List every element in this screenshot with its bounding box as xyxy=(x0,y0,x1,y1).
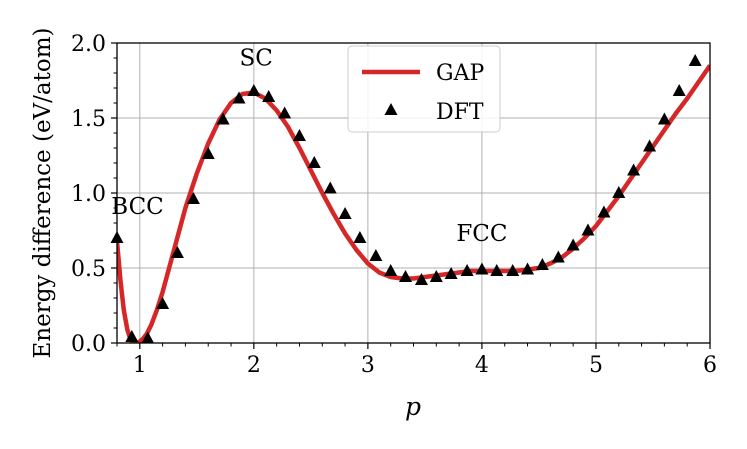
y-tick-label: 0.0 xyxy=(71,332,106,357)
dft-point xyxy=(141,331,155,344)
dft-point xyxy=(460,264,474,276)
dft-point xyxy=(292,129,306,141)
x-tick-label: 4 xyxy=(475,353,489,378)
x-tick-label: 1 xyxy=(133,353,147,378)
dft-point xyxy=(444,267,458,279)
legend-dft-swatch xyxy=(384,103,398,115)
gap-series xyxy=(117,64,710,343)
dft-point xyxy=(672,84,686,96)
annotation-label: BCC xyxy=(111,194,164,220)
x-tick-label: 6 xyxy=(703,353,717,378)
legend-gap-label: GAP xyxy=(436,61,484,86)
y-tick-label: 1.5 xyxy=(71,107,106,132)
dft-point xyxy=(535,258,549,270)
dft-point xyxy=(551,250,565,263)
y-tick-label: 0.5 xyxy=(71,257,106,282)
dft-point xyxy=(262,90,276,102)
dft-point xyxy=(278,106,292,119)
x-tick-label: 5 xyxy=(589,353,603,378)
dft-point xyxy=(170,246,184,258)
dft-point xyxy=(353,231,367,243)
dft-point xyxy=(475,262,489,275)
dft-point xyxy=(506,264,520,276)
dft-point xyxy=(399,270,413,282)
dft-point xyxy=(125,330,139,342)
dft-point xyxy=(338,207,352,219)
dft-point xyxy=(323,181,337,194)
annotations: BCC SC FCC xyxy=(111,46,507,248)
legend-dft-label: DFT xyxy=(436,100,484,125)
dft-point xyxy=(216,112,230,125)
y-tick-label: 1.0 xyxy=(71,182,106,207)
x-tick-label: 3 xyxy=(361,353,375,378)
axis-ticks: 1 2 3 4 5 6 0.0 0.5 1.0 1.5 2.0 xyxy=(71,32,717,378)
dft-point xyxy=(581,223,595,236)
dft-point xyxy=(521,262,535,275)
dft-point xyxy=(597,205,611,218)
dft-point xyxy=(156,297,170,309)
dft-point xyxy=(201,147,215,159)
dft-point xyxy=(186,192,200,204)
dft-point xyxy=(307,156,321,168)
annotation-label: SC xyxy=(239,46,272,72)
dft-point xyxy=(384,264,398,276)
y-axis-label: Energy difference (eV/atom) xyxy=(30,27,56,358)
dft-point xyxy=(247,84,261,96)
gap-line xyxy=(117,64,710,343)
dft-point xyxy=(369,249,383,261)
legend: GAP DFT xyxy=(347,45,501,133)
dft-point xyxy=(612,186,626,198)
dft-point xyxy=(657,112,671,125)
dft-point xyxy=(414,273,428,285)
legend-box xyxy=(347,45,501,133)
dft-point xyxy=(429,270,443,282)
dft-point xyxy=(566,238,580,251)
dft-point xyxy=(490,264,504,276)
x-tick-label: 2 xyxy=(247,353,261,378)
dft-point xyxy=(232,91,246,104)
annotation-label: FCC xyxy=(456,221,507,247)
y-tick-label: 2.0 xyxy=(71,32,106,57)
dft-point xyxy=(688,54,702,66)
x-axis-label: p xyxy=(405,392,421,421)
dft-point xyxy=(643,139,657,152)
dft-point xyxy=(627,163,641,176)
dft-series xyxy=(110,54,702,344)
